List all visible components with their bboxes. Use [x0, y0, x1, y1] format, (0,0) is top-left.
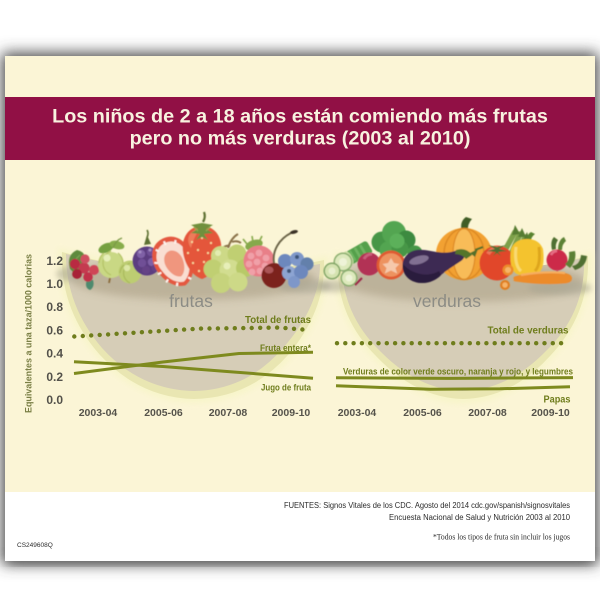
svg-text:2007-08: 2007-08: [209, 407, 248, 419]
svg-text:Encuesta Nacional de Salud y N: Encuesta Nacional de Salud y Nutrición 2…: [389, 513, 571, 522]
svg-text:pero no más verduras (2003 al: pero no más verduras (2003 al 2010): [130, 128, 471, 150]
svg-text:Verduras de color verde oscuro: Verduras de color verde oscuro, naranja …: [343, 367, 573, 377]
svg-text:0.2: 0.2: [46, 370, 63, 384]
svg-text:2003-04: 2003-04: [338, 407, 377, 419]
svg-text:*Todos los tipos de fruta sin: *Todos los tipos de fruta sin incluir lo…: [433, 533, 570, 542]
svg-text:0.0: 0.0: [46, 393, 63, 407]
svg-text:2009-10: 2009-10: [272, 407, 311, 419]
svg-text:2005-06: 2005-06: [144, 407, 183, 419]
svg-text:Jugo de fruta: Jugo de fruta: [261, 383, 312, 394]
svg-text:2009-10: 2009-10: [531, 407, 570, 419]
svg-text:verduras: verduras: [413, 291, 481, 311]
svg-text:Equivalentes a una taza/1000 c: Equivalentes a una taza/1000 calorias: [24, 254, 34, 413]
svg-text:CS249608Q: CS249608Q: [17, 542, 53, 549]
svg-text:frutas: frutas: [169, 291, 213, 311]
svg-text:0.6: 0.6: [46, 323, 63, 337]
svg-text:2003-04: 2003-04: [79, 407, 118, 419]
svg-text:Total de verduras: Total de verduras: [488, 326, 569, 337]
svg-text:1.0: 1.0: [46, 277, 63, 291]
svg-text:Total de frutas: Total de frutas: [245, 315, 311, 326]
svg-text:Los niños de 2 a 18 años están: Los niños de 2 a 18 años están comiendo …: [52, 106, 548, 128]
svg-text:2007-08: 2007-08: [468, 407, 507, 419]
svg-text:2005-06: 2005-06: [403, 407, 442, 419]
svg-text:FUENTES: Signos Vitales de los: FUENTES: Signos Vitales de los CDC. Agos…: [284, 501, 570, 510]
svg-text:Fruta entera*: Fruta entera*: [260, 343, 311, 354]
svg-text:Papas: Papas: [544, 395, 572, 406]
svg-text:1.2: 1.2: [46, 254, 63, 268]
svg-text:0.8: 0.8: [46, 300, 63, 314]
svg-text:0.4: 0.4: [46, 347, 63, 361]
